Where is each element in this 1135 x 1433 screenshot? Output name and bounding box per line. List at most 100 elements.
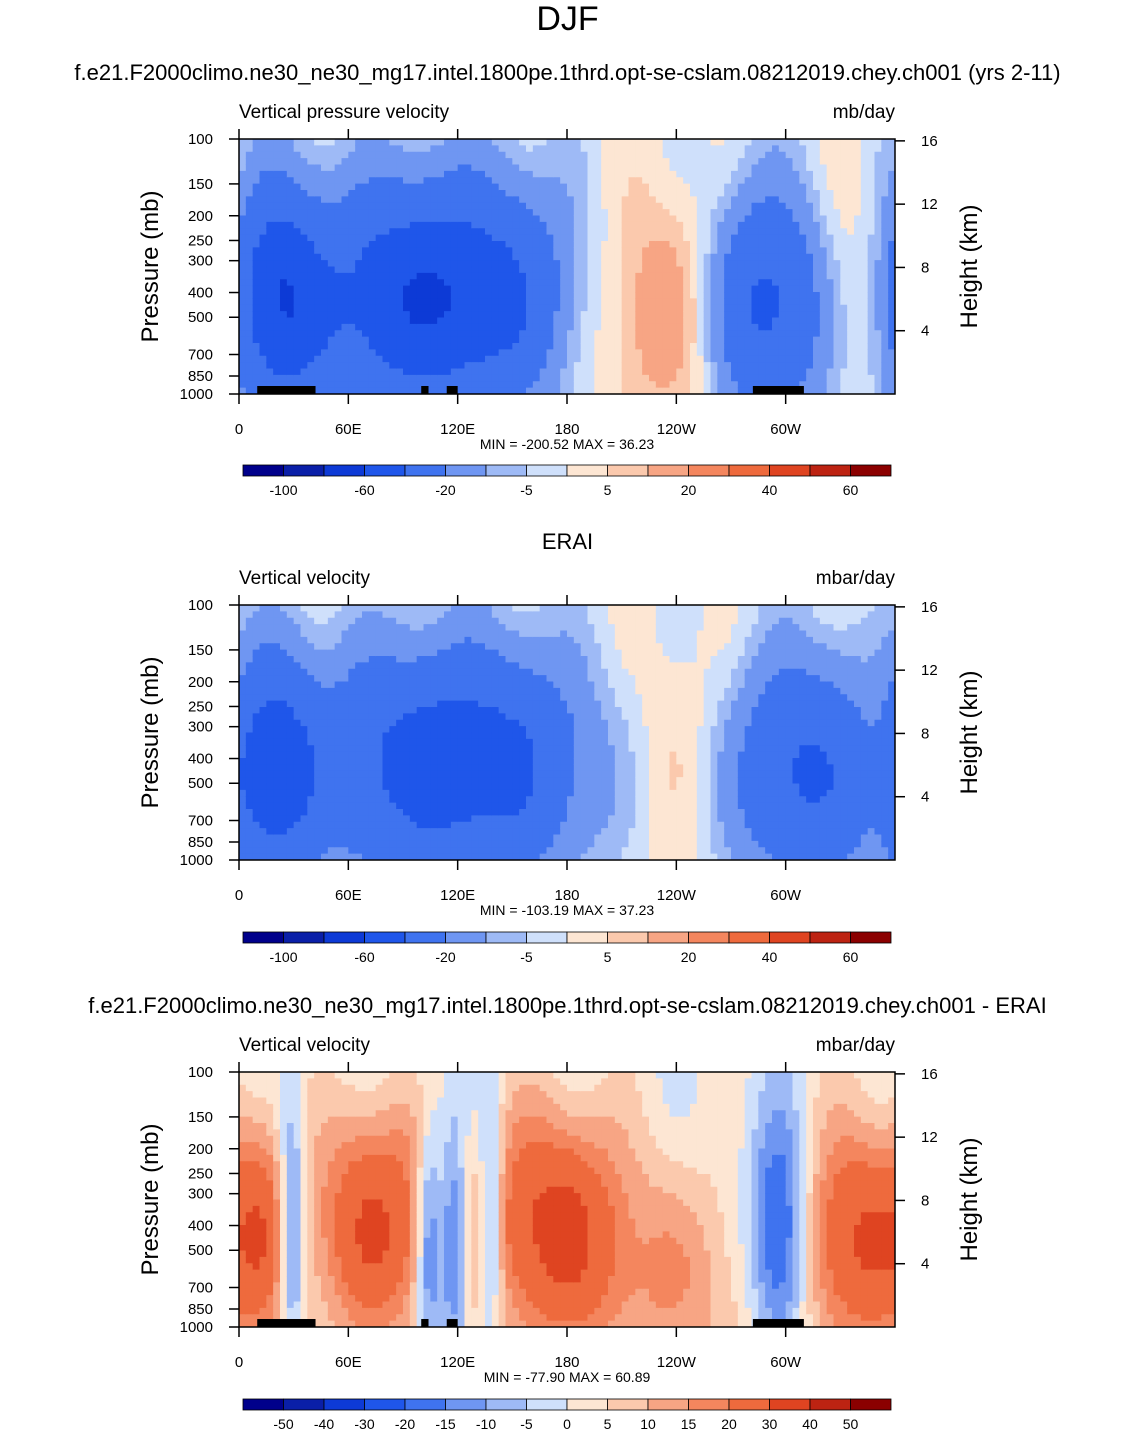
contour-cell [273, 355, 281, 363]
contour-cell [341, 770, 349, 778]
contour-cell [710, 336, 718, 344]
contour-cell [293, 355, 302, 363]
contour-cell [334, 726, 343, 734]
contour-cell [669, 177, 677, 185]
contour-cell [355, 853, 363, 860]
contour-cell [649, 234, 657, 242]
contour-cell [348, 387, 356, 394]
contour-cell [806, 170, 814, 178]
contour-cell [416, 368, 425, 376]
contour-cell [375, 656, 384, 663]
contour-cell [375, 336, 384, 344]
contour-cell [546, 349, 554, 357]
contour-cell [464, 330, 472, 338]
contour-cell [293, 349, 302, 357]
contour-cell [498, 381, 507, 389]
contour-cell [355, 777, 363, 785]
contour-cell [245, 809, 254, 816]
contour-cell [683, 298, 691, 306]
contour-cell [649, 298, 657, 306]
contour-cell [314, 145, 322, 153]
contour-cell [382, 234, 390, 242]
contour-cell [751, 330, 759, 338]
contour-cell [362, 355, 370, 363]
contour-cell [751, 355, 759, 363]
x-tick-label: 180 [554, 421, 579, 438]
contour-cell [676, 343, 684, 350]
contour-cell [601, 317, 609, 325]
contour-cell [341, 630, 349, 638]
contour-cell [662, 374, 671, 382]
contour-cell [280, 177, 288, 185]
contour-cell [491, 202, 500, 210]
contour-cell [874, 145, 882, 153]
contour-cell [512, 272, 520, 280]
contour-cell [321, 611, 329, 619]
contour-cell [717, 292, 725, 299]
contour-cell [614, 253, 623, 261]
contour-cell [327, 643, 336, 651]
contour-cell [635, 304, 643, 312]
contour-cell [464, 202, 472, 210]
contour-cell [389, 253, 397, 261]
contour-cell [669, 247, 677, 255]
contour-cell [327, 764, 336, 772]
contour-cell [594, 317, 602, 325]
contour-cell [293, 726, 302, 734]
contour-cell [840, 202, 848, 210]
contour-cell [628, 228, 636, 236]
contour-cell [368, 355, 377, 363]
contour-cell [362, 834, 370, 842]
contour-cell [266, 681, 274, 689]
contour-cell [273, 687, 281, 695]
contour-cell [375, 183, 384, 191]
contour-cell [389, 630, 397, 638]
contour-cell [259, 139, 267, 146]
contour-cell [259, 713, 267, 721]
contour-cell [655, 368, 664, 376]
contour-cell [245, 209, 254, 217]
contour-cell [854, 228, 862, 236]
contour-cell [382, 643, 390, 651]
contour-cell [314, 304, 322, 312]
contour-cell [348, 145, 356, 153]
contour-cell [703, 139, 712, 146]
y-tick-label: 500 [188, 309, 213, 326]
contour-cell [252, 139, 261, 146]
contour-cell [280, 611, 288, 619]
contour-cell [382, 738, 390, 746]
contour-cell [854, 330, 862, 338]
contour-cell [717, 368, 725, 376]
contour-cell [334, 228, 343, 236]
contour-cell [416, 668, 425, 676]
contour-cell [587, 362, 595, 370]
contour-cell [860, 381, 869, 389]
contour-cell [703, 247, 712, 255]
contour-cell [389, 368, 397, 376]
contour-cell [539, 241, 548, 248]
contour-cell [683, 151, 691, 159]
contour-cell [539, 183, 548, 191]
contour-cell [785, 177, 794, 185]
contour-cell [321, 726, 329, 734]
contour-cell [669, 330, 677, 338]
contour-cell [642, 241, 650, 248]
contour-cell [423, 323, 431, 331]
contour-cell [744, 374, 753, 382]
contour-cell [293, 311, 302, 319]
contour-cell [245, 815, 254, 823]
contour-cell [375, 809, 384, 816]
contour-cell [526, 343, 534, 350]
contour-cell [403, 285, 411, 293]
contour-cell [785, 374, 794, 382]
contour-cell [703, 253, 712, 261]
contour-cell [655, 349, 664, 357]
contour-cell [252, 183, 261, 191]
contour-cell [368, 617, 377, 625]
contour-cell [608, 170, 616, 178]
contour-cell [724, 241, 732, 248]
contour-cell [594, 164, 602, 172]
contour-cell [737, 202, 746, 210]
contour-cell [403, 343, 411, 350]
contour-cell [690, 336, 698, 344]
